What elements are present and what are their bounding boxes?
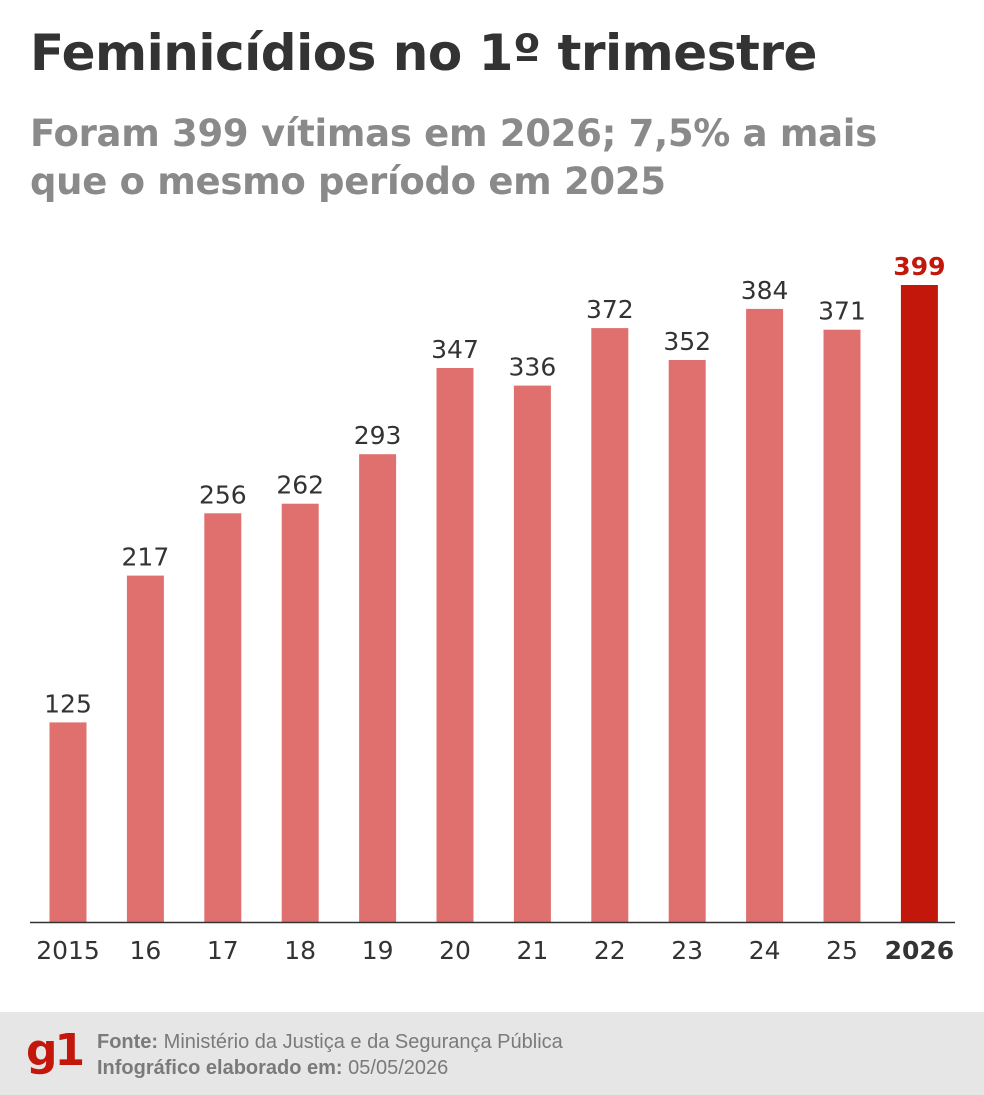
data-label: 399 bbox=[893, 252, 945, 281]
data-label: 262 bbox=[276, 471, 324, 500]
x-tick-label: 17 bbox=[207, 936, 239, 965]
x-tick-label: 18 bbox=[284, 936, 316, 965]
x-tick-label: 25 bbox=[826, 936, 858, 965]
x-tick-label: 2026 bbox=[885, 936, 955, 965]
bar bbox=[668, 360, 706, 922]
data-label: 371 bbox=[818, 297, 866, 326]
data-label: 372 bbox=[586, 295, 634, 324]
bar bbox=[823, 329, 861, 922]
page-subtitle: Foram 399 vítimas em 2026; 7,5% a mais q… bbox=[30, 112, 877, 203]
x-tick-label: 20 bbox=[439, 936, 471, 965]
data-label: 293 bbox=[354, 421, 402, 450]
bar-chart: 125 2015 217 16 256 17 262 18 293 19 347 20 336 21 372… bbox=[30, 252, 955, 965]
source-line: Fonte: Ministério da Justiça e da Segura… bbox=[97, 1029, 563, 1055]
bar bbox=[513, 385, 551, 923]
g1-logo: g1 bbox=[26, 1025, 85, 1076]
bar bbox=[49, 722, 87, 922]
data-label: 217 bbox=[122, 543, 170, 572]
x-tick-label: 23 bbox=[671, 936, 703, 965]
x-tick-label: 22 bbox=[594, 936, 626, 965]
bar bbox=[359, 454, 397, 922]
data-label: 336 bbox=[509, 353, 557, 382]
data-label: 125 bbox=[44, 689, 92, 718]
x-tick-label: 21 bbox=[516, 936, 548, 965]
date-line: Infográfico elaborado em: 05/05/2026 bbox=[97, 1055, 563, 1081]
data-label: 384 bbox=[741, 276, 789, 305]
bar bbox=[204, 513, 242, 922]
page-title: Feminicídios no 1º trimestre bbox=[30, 24, 817, 82]
bar bbox=[591, 328, 629, 923]
date-label: Infográfico elaborado em: bbox=[97, 1057, 343, 1079]
x-tick-label: 19 bbox=[362, 936, 394, 965]
bar bbox=[281, 503, 319, 922]
footer: g1 Fonte: Ministério da Justiça e da Seg… bbox=[0, 1012, 984, 1095]
x-tick-label: 24 bbox=[749, 936, 781, 965]
data-label: 347 bbox=[431, 335, 479, 364]
x-tick-label: 2015 bbox=[36, 936, 100, 965]
date-value: 05/05/2026 bbox=[348, 1057, 449, 1079]
data-label: 352 bbox=[663, 327, 711, 356]
source-credits: Fonte: Ministério da Justiça e da Segura… bbox=[97, 1029, 563, 1081]
bar bbox=[746, 308, 784, 922]
x-tick-label: 16 bbox=[129, 936, 161, 965]
data-label: 256 bbox=[199, 480, 247, 509]
source-label: Fonte: bbox=[97, 1031, 159, 1053]
bar bbox=[436, 368, 474, 922]
source-value: Ministério da Justiça e da Segurança Púb… bbox=[163, 1031, 563, 1053]
bar bbox=[126, 575, 164, 922]
bar bbox=[900, 285, 938, 922]
